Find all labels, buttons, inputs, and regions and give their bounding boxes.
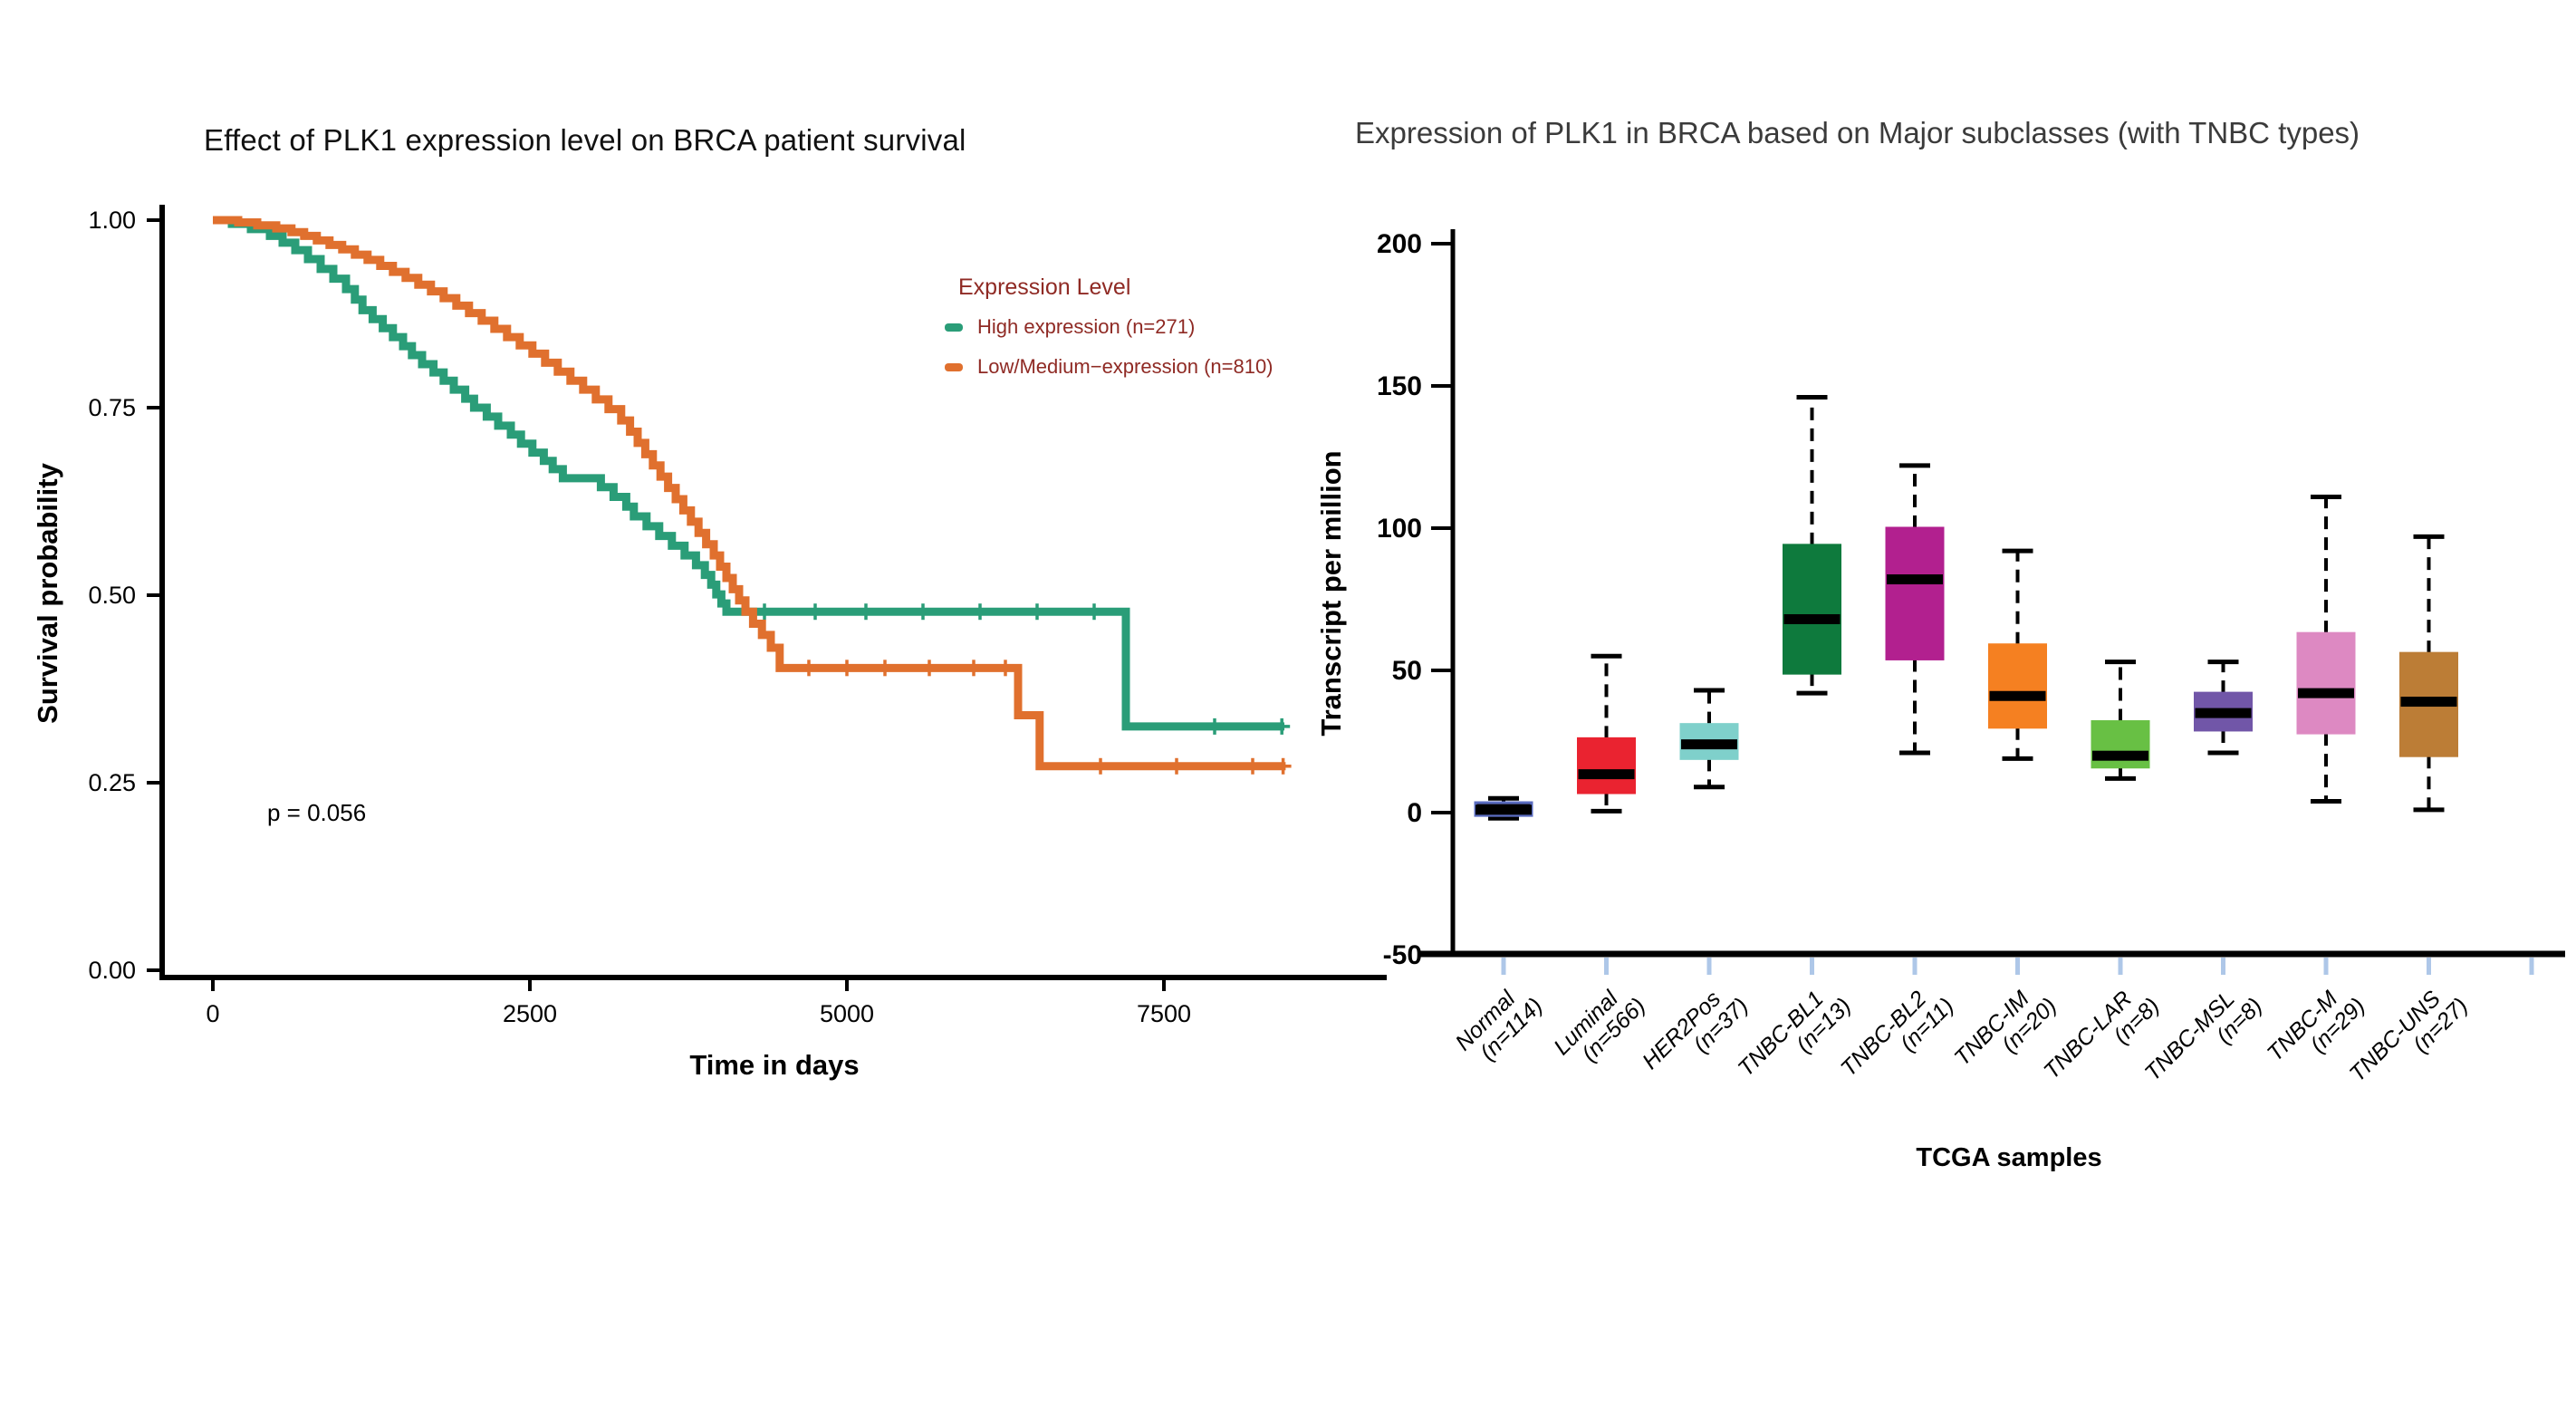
box-tnbc-bl1 [1783, 395, 1841, 696]
legend-item: Low/Medium−expression (n=810) [945, 353, 1274, 380]
box-tnbc-im [1988, 548, 2047, 761]
box-body [1783, 544, 1841, 675]
box-normal [1474, 795, 1533, 821]
box-median [2400, 697, 2457, 708]
box-category-label: HER2Pos(n=37) [1638, 976, 1754, 1092]
box-y-tick-label: -50 [1383, 940, 1422, 970]
km-y-tick-label: 0.75 [88, 394, 136, 421]
box-median [1783, 613, 1841, 624]
box-median [1681, 739, 1737, 750]
box-luminal [1577, 653, 1636, 814]
km-x-tick-label: 0 [206, 1000, 219, 1027]
box-tnbc-uns [2399, 534, 2458, 813]
km-survival-chart: 0 2500 5000 7500 1.00 0.75 0.50 0.25 0.00 [88, 205, 1387, 1027]
box-tnbc-m [2296, 494, 2356, 804]
km-curve-low-medium-expression [213, 216, 1286, 771]
box-category-label: TNBC-BL1(n=13) [1733, 976, 1856, 1099]
legend-label: Low/Medium−expression (n=810) [977, 355, 1274, 378]
box-expression-chart: 200 150 100 50 0 -50 Normal(n=114) Luminal(n=56… [1377, 229, 2565, 1104]
box-median [2092, 750, 2148, 761]
legend-item: High expression (n=271) [945, 313, 1274, 341]
box-median [1475, 804, 1532, 815]
km-x-tick-label: 7500 [1137, 1000, 1191, 1027]
box-median [1887, 574, 1943, 585]
km-x-tick-label: 5000 [820, 1000, 874, 1027]
box-median [1989, 690, 2046, 701]
km-legend: Expression Level High expression (n=271)… [945, 274, 1274, 393]
box-body [1988, 643, 2047, 729]
box-category-label: Luminal(n=566) [1549, 976, 1650, 1077]
box-x-axis-label: TCGA samples [1916, 1143, 2102, 1172]
box-tnbc-bl2 [1885, 463, 1945, 756]
box-y-tick-label: 0 [1407, 798, 1422, 828]
box-tnbc-msl [2194, 660, 2253, 756]
km-x-tick-label: 2500 [503, 1000, 557, 1027]
box-category-label: TNBC-LAR(n=8) [2039, 976, 2165, 1102]
box-category-label: TNBC-UNS(n=27) [2345, 976, 2474, 1104]
km-y-tick-label: 0.25 [88, 769, 136, 796]
box-her2pos [1679, 688, 1739, 790]
km-chart-title: Effect of PLK1 expression level on BRCA … [204, 123, 966, 157]
legend-swatch-icon [945, 323, 963, 332]
box-category-label: TNBC-BL2(n=11) [1836, 976, 1959, 1099]
box-median [2298, 688, 2354, 698]
box-y-tick-label: 150 [1377, 371, 1422, 401]
box-chart-title: Expression of PLK1 in BRCA based on Majo… [1355, 116, 2360, 149]
km-p-value: p = 0.056 [267, 799, 367, 826]
km-legend-items: High expression (n=271) Low/Medium−expres… [945, 313, 1274, 380]
box-body [1885, 526, 1945, 660]
km-y-axis-label: Survival probability [32, 463, 63, 724]
km-y-tick-label: 1.00 [88, 207, 136, 234]
box-y-tick-label: 100 [1377, 514, 1422, 544]
box-y-tick-label: 200 [1377, 229, 1422, 259]
legend-label: High expression (n=271) [977, 315, 1196, 338]
legend-swatch-icon [945, 362, 963, 371]
km-y-tick-label: 0.50 [88, 582, 136, 609]
box-category-label: TNBC-MSL(n=8) [2140, 976, 2268, 1103]
km-y-tick-label: 0.00 [88, 957, 136, 984]
km-legend-title: Expression Level [958, 274, 1131, 300]
km-curve-high-expression [213, 216, 1284, 731]
box-y-axis-label: Transcript per million [1315, 450, 1347, 737]
km-x-axis-label: Time in days [689, 1049, 860, 1081]
box-body [2296, 631, 2356, 735]
box-body [1577, 737, 1636, 794]
box-median [2195, 708, 2252, 718]
box-y-tick-label: 50 [1392, 656, 1422, 686]
box-tnbc-lar [2091, 660, 2150, 781]
box-category-label: Normal(n=114) [1450, 976, 1547, 1073]
box-median [1578, 769, 1635, 780]
